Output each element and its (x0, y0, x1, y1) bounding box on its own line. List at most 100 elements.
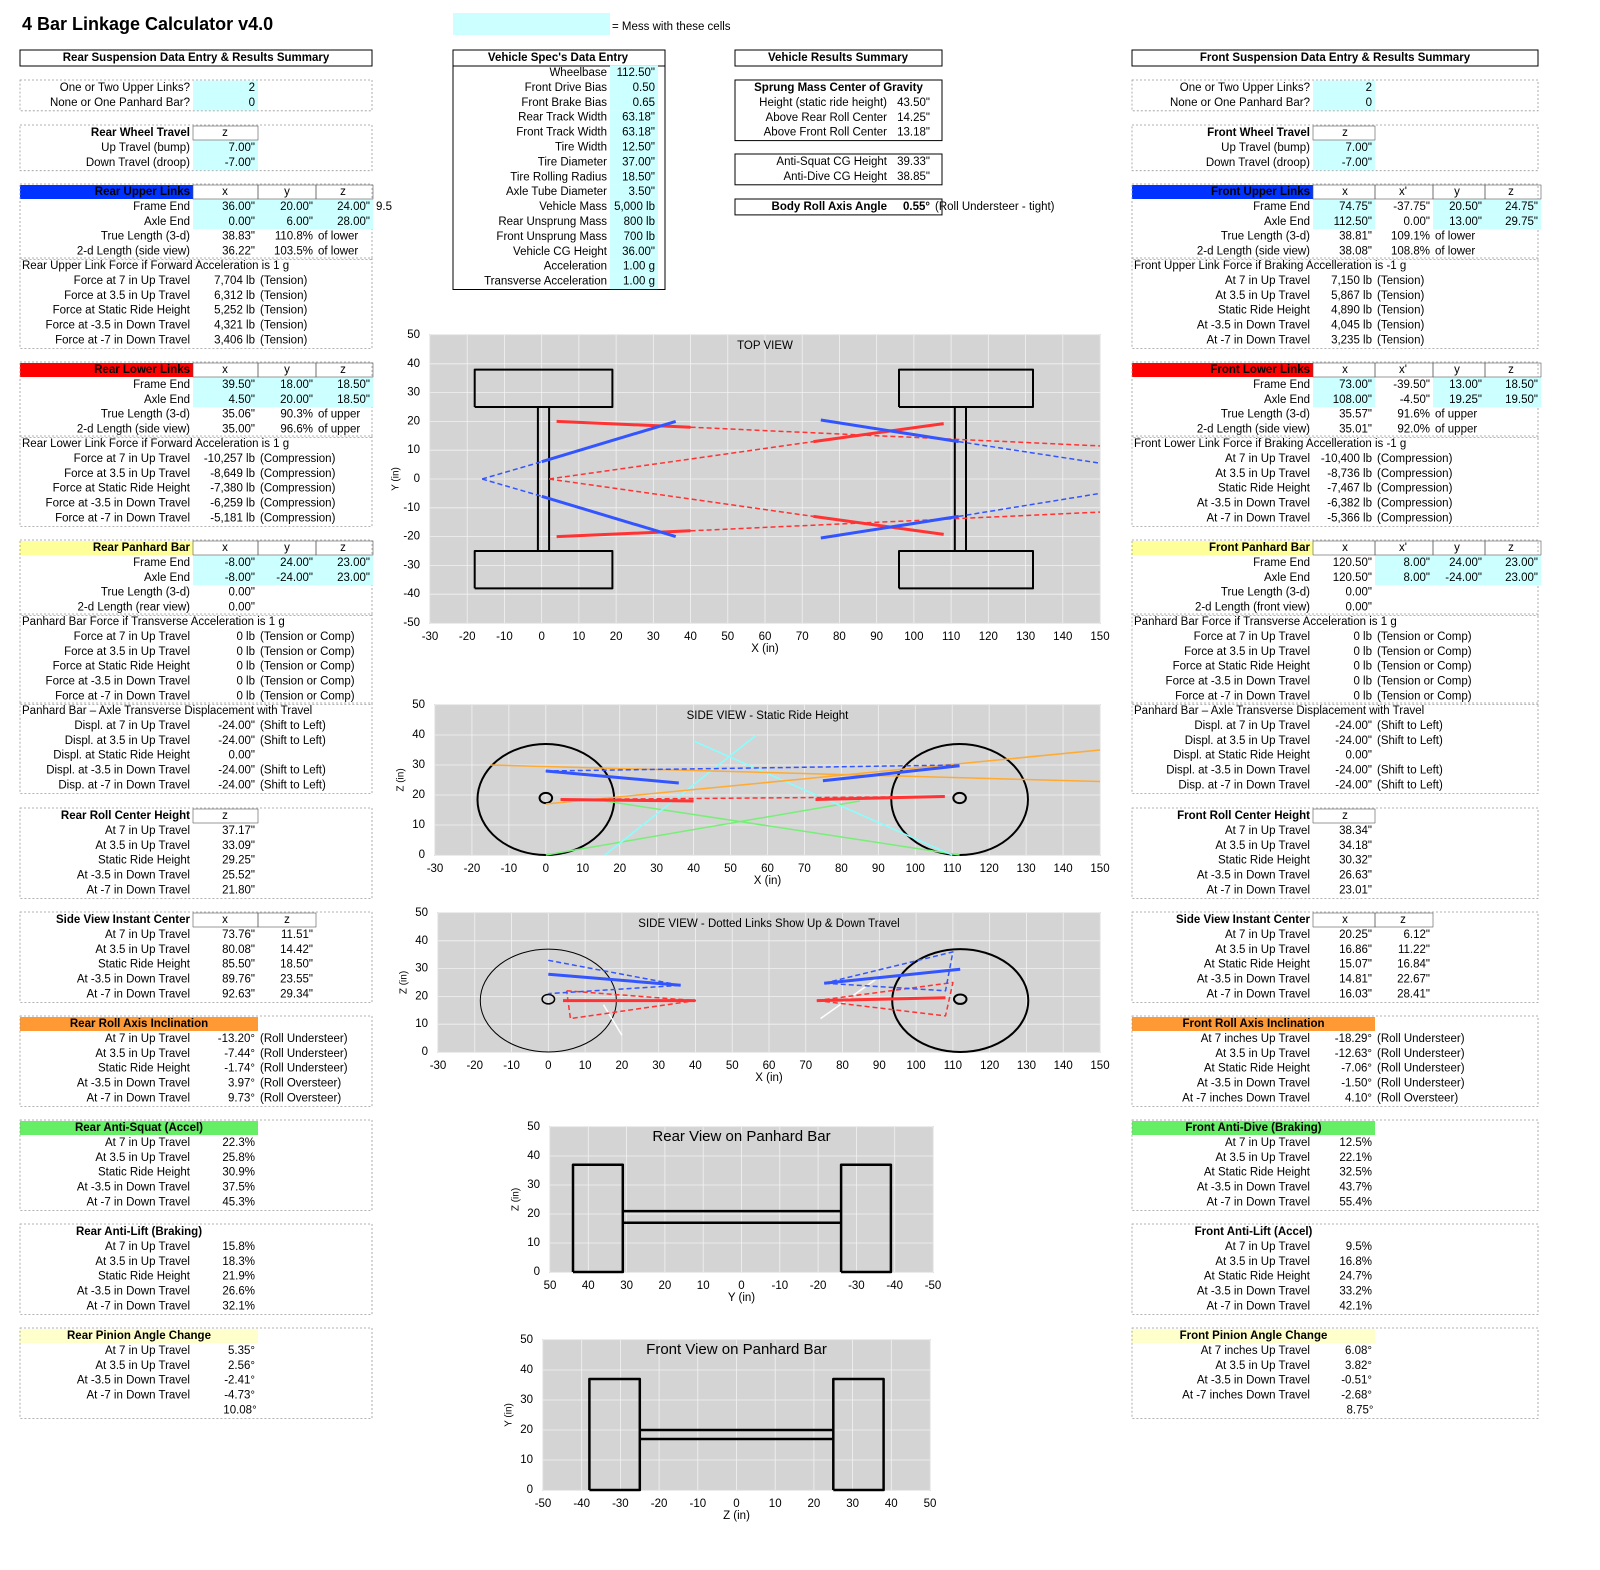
x-tick-label: 110 (942, 631, 960, 643)
row-label: True Length (3-d) (101, 409, 190, 421)
block-border (19, 1327, 373, 1419)
row-label: At 3.5 in Up Travel (1215, 1152, 1310, 1164)
row-label: Force at -3.5 in Down Travel (1166, 676, 1310, 688)
row-label: At -3.5 in Down Travel (1197, 870, 1310, 882)
column-header: x (222, 914, 228, 926)
y-tick-label: 0 (527, 1484, 533, 1496)
x-tick-label: 60 (763, 1060, 776, 1072)
row-label: Body Roll Axis Angle (772, 201, 887, 213)
row-label: Static Ride Height (98, 959, 191, 971)
row-label: At 7 in Up Travel (1225, 1137, 1310, 1149)
cell-value: 4,321 lb (214, 320, 255, 332)
block-border (19, 1223, 373, 1315)
cell-value: 38.83" (222, 231, 255, 243)
x-tick-label: 0 (543, 863, 549, 875)
input-cell (1313, 199, 1375, 215)
block-border (19, 702, 373, 794)
cell-value: (Tension or Comp) (1377, 631, 1472, 643)
cell-value: (Shift to Left) (1377, 765, 1443, 777)
cell-value: 8.00" (1404, 557, 1430, 569)
input-cell (610, 110, 658, 126)
row-label: True Length (3-d) (101, 587, 190, 599)
input-cell (316, 555, 373, 571)
x-tick-label: 50 (724, 863, 737, 875)
row-label: Static Ride Height (98, 855, 191, 867)
cell-value: 5.35° (228, 1345, 255, 1357)
link-line (563, 996, 946, 1003)
cell-value: 3,235 lb (1331, 335, 1372, 347)
y-tick-label: -50 (403, 617, 420, 629)
y-tick-label: 40 (520, 1364, 533, 1376)
cell-value: (Compression) (1377, 468, 1453, 480)
cell-value: 25.8% (222, 1152, 255, 1164)
y-axis-label: Z (in) (396, 768, 407, 791)
cell-value: 0.55° (903, 201, 930, 213)
cell-value: -24.00" (218, 765, 255, 777)
block-heading: Panhard Bar Force if Transverse Accelera… (1134, 616, 1397, 628)
cell-value: 24.7% (1339, 1271, 1372, 1283)
x-tick-label: 20 (613, 863, 626, 875)
y-tick-label: 30 (407, 387, 420, 399)
x-axis-label: X (in) (754, 875, 782, 887)
block-border (1131, 1223, 1539, 1315)
cell-value: (Compression) (260, 468, 336, 480)
cell-value: -1.50° (1341, 1078, 1372, 1090)
block-header: Rear Roll Center Height (61, 810, 190, 822)
cell-value: (Tension or Comp) (260, 631, 355, 643)
input-cell (610, 65, 658, 81)
row-label: Static Ride Height (98, 1063, 191, 1075)
row-label: None or One Panhard Bar? (1170, 97, 1310, 109)
cell-value: 4,890 lb (1331, 305, 1372, 317)
input-cell (316, 377, 373, 393)
row-label: At 7 in Up Travel (105, 1345, 190, 1357)
row-label: Force at Static Ride Height (53, 305, 191, 317)
column-header: z (340, 186, 346, 198)
x-tick-label: 80 (835, 863, 848, 875)
row-label: At -7 in Down Travel (86, 1197, 190, 1209)
cell-value: (Roll Understeer) (1377, 1078, 1465, 1090)
cell-value: 0.65 (633, 97, 655, 109)
column-header-cell (1312, 125, 1376, 141)
row-label: At Static Ride Height (1204, 1271, 1311, 1283)
cell-value: 2.56° (228, 1360, 255, 1372)
row-label: Down Travel (droop) (1206, 157, 1310, 169)
x-tick-label: 0 (545, 1060, 551, 1072)
block-border (19, 435, 373, 527)
y-tick-label: 40 (415, 935, 428, 947)
row-label: At 7 in Up Travel (1225, 929, 1310, 941)
cell-value: (Compression) (260, 483, 336, 495)
row-label: At 7 in Up Travel (105, 929, 190, 941)
cell-value: 1.00 g (623, 261, 655, 273)
x-tick-label: 60 (761, 863, 774, 875)
cell-value: 14.81" (1339, 974, 1372, 986)
cell-value: -8,649 lb (210, 468, 255, 480)
chart-title: SIDE VIEW - Dotted Links Show Up & Down … (638, 918, 899, 930)
x-tick-label: 10 (572, 631, 585, 643)
cell-value: (Compression) (260, 498, 336, 510)
cell-value: -24.00" (218, 780, 255, 792)
block-header: Front Roll Axis Inclination (1182, 1018, 1324, 1030)
x-tick-label: 100 (907, 1060, 926, 1072)
cell-value: -18.29° (1335, 1033, 1372, 1045)
x-tick-label: 140 (1053, 863, 1072, 875)
chart: -50 -40 -30 -20 -10 0 10 20 30 40 50 0 10 20 30 40 50 Fro… (504, 1334, 937, 1522)
cell-value: 8.00" (1404, 572, 1430, 584)
cell-value: 16.8% (1339, 1256, 1372, 1268)
row-label: Static Ride Height (1218, 483, 1311, 495)
row-label: Rear Track Width (518, 112, 607, 124)
cell-value: 22.3% (222, 1137, 255, 1149)
cell-value: -7.00" (1342, 157, 1372, 169)
cell-value: (Shift to Left) (260, 765, 326, 777)
row-label: Displ. at -3.5 in Down Travel (1166, 765, 1310, 777)
block-border (1131, 79, 1539, 112)
column-header-cell (315, 362, 374, 378)
wheel-outline (538, 791, 554, 805)
cell-value: 110.8% (275, 231, 313, 243)
cell-value: (Tension) (1377, 335, 1424, 347)
cell-value: 9.5 (376, 201, 392, 213)
x-tick-label: 140 (1054, 1060, 1073, 1072)
link-line (571, 1163, 893, 1274)
input-cell (316, 199, 373, 215)
row-label: At -7 in Down Travel (1206, 989, 1310, 1001)
row-label: Height (static ride height) (759, 97, 887, 109)
